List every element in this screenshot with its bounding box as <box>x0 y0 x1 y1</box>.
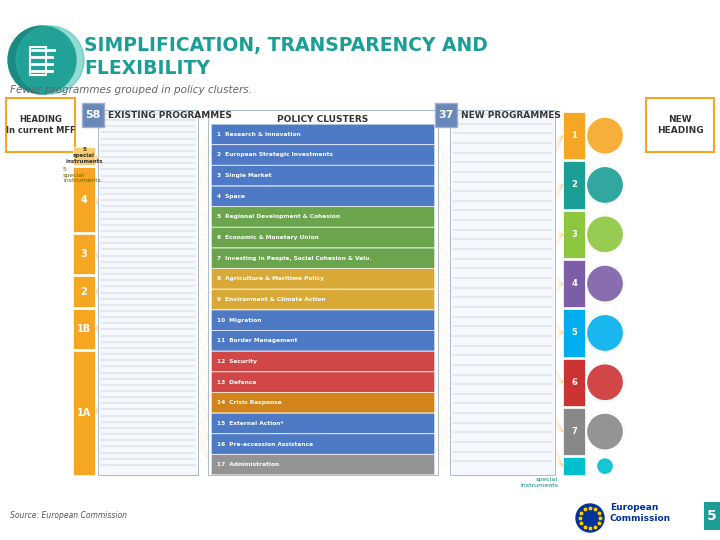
FancyBboxPatch shape <box>6 98 75 152</box>
FancyBboxPatch shape <box>73 276 95 307</box>
FancyBboxPatch shape <box>212 393 434 413</box>
FancyBboxPatch shape <box>212 207 434 227</box>
FancyBboxPatch shape <box>212 166 434 186</box>
Text: FLEXIBILITY: FLEXIBILITY <box>84 58 210 78</box>
FancyBboxPatch shape <box>208 110 438 475</box>
FancyBboxPatch shape <box>563 309 585 356</box>
FancyBboxPatch shape <box>563 408 585 455</box>
Text: Fewer programmes grouped in policy clusters.: Fewer programmes grouped in policy clust… <box>10 85 252 95</box>
Text: 5  Regional Development & Cohesion: 5 Regional Development & Cohesion <box>217 214 340 219</box>
Text: 16  Pre-accession Assistance: 16 Pre-accession Assistance <box>217 442 313 447</box>
Text: 3: 3 <box>81 249 87 259</box>
Text: 37: 37 <box>438 110 454 120</box>
Text: 2  European Strategic Investments: 2 European Strategic Investments <box>217 152 333 158</box>
Text: NEW
HEADING: NEW HEADING <box>657 116 703 134</box>
FancyBboxPatch shape <box>73 309 95 349</box>
Circle shape <box>576 504 604 532</box>
FancyBboxPatch shape <box>563 112 585 159</box>
Text: European
Commission: European Commission <box>610 503 671 523</box>
Circle shape <box>16 26 84 94</box>
FancyBboxPatch shape <box>212 330 434 351</box>
Text: 10  Migration: 10 Migration <box>217 318 261 322</box>
FancyBboxPatch shape <box>212 227 434 248</box>
Text: 12  Security: 12 Security <box>217 359 257 364</box>
Text: 14  Crisis Response: 14 Crisis Response <box>217 400 282 405</box>
Text: 5
special
instruments: 5 special instruments <box>66 147 103 164</box>
FancyBboxPatch shape <box>212 124 434 144</box>
FancyBboxPatch shape <box>212 145 434 165</box>
Text: 15  External Action*: 15 External Action* <box>217 421 284 426</box>
Text: 4: 4 <box>81 194 87 205</box>
Text: 6: 6 <box>571 378 577 387</box>
FancyBboxPatch shape <box>212 434 434 454</box>
Text: 1  Research & Innovation: 1 Research & Innovation <box>217 132 301 137</box>
FancyBboxPatch shape <box>82 103 104 127</box>
Text: 17  Administration: 17 Administration <box>217 462 279 467</box>
FancyBboxPatch shape <box>73 147 95 165</box>
FancyBboxPatch shape <box>563 457 585 475</box>
Text: 9  Environment & Climate Action: 9 Environment & Climate Action <box>217 297 325 302</box>
FancyBboxPatch shape <box>563 161 585 208</box>
Text: 11  Border Management: 11 Border Management <box>217 338 297 343</box>
FancyBboxPatch shape <box>212 413 434 434</box>
Text: 7  Investing in People, Social Cohesion & Valu.: 7 Investing in People, Social Cohesion &… <box>217 256 372 261</box>
Text: 1: 1 <box>571 131 577 140</box>
Text: HEADING
In current MFF: HEADING In current MFF <box>6 116 76 134</box>
FancyBboxPatch shape <box>73 167 95 232</box>
Text: Source: European Commission: Source: European Commission <box>10 511 127 520</box>
FancyBboxPatch shape <box>450 110 555 475</box>
Circle shape <box>8 26 76 94</box>
FancyBboxPatch shape <box>704 502 720 530</box>
Text: 1A: 1A <box>77 408 91 418</box>
Text: 2: 2 <box>81 287 87 296</box>
FancyBboxPatch shape <box>212 352 434 372</box>
FancyBboxPatch shape <box>212 289 434 309</box>
FancyBboxPatch shape <box>98 110 198 475</box>
FancyBboxPatch shape <box>646 98 714 152</box>
Text: 2: 2 <box>571 180 577 190</box>
Circle shape <box>586 117 624 154</box>
FancyBboxPatch shape <box>563 211 585 258</box>
Text: 5: 5 <box>707 509 717 523</box>
FancyBboxPatch shape <box>212 186 434 206</box>
Text: 58: 58 <box>85 110 101 120</box>
FancyBboxPatch shape <box>212 269 434 289</box>
Text: 1B: 1B <box>77 324 91 334</box>
Circle shape <box>586 166 624 204</box>
Text: 8  Agriculture & Maritime Policy: 8 Agriculture & Maritime Policy <box>217 276 324 281</box>
FancyBboxPatch shape <box>212 455 434 475</box>
Circle shape <box>586 314 624 352</box>
Text: 6  Economic & Monetary Union: 6 Economic & Monetary Union <box>217 235 319 240</box>
Text: EXISTING PROGRAMMES: EXISTING PROGRAMMES <box>108 111 232 119</box>
FancyBboxPatch shape <box>212 248 434 268</box>
Text: 4: 4 <box>571 279 577 288</box>
Text: POLICY CLUSTERS: POLICY CLUSTERS <box>277 115 369 124</box>
Text: 7: 7 <box>571 427 577 436</box>
Circle shape <box>586 215 624 253</box>
Text: special
instruments: special instruments <box>520 477 558 488</box>
FancyBboxPatch shape <box>73 234 95 274</box>
FancyBboxPatch shape <box>212 310 434 330</box>
Text: 5: 5 <box>571 328 577 338</box>
Text: NEW PROGRAMMES: NEW PROGRAMMES <box>461 111 561 119</box>
Circle shape <box>586 265 624 302</box>
Text: 3  Single Market: 3 Single Market <box>217 173 271 178</box>
FancyBboxPatch shape <box>435 103 457 127</box>
FancyBboxPatch shape <box>73 351 95 475</box>
FancyBboxPatch shape <box>563 260 585 307</box>
FancyBboxPatch shape <box>212 372 434 392</box>
Text: SIMPLIFICATION, TRANSPARENCY AND: SIMPLIFICATION, TRANSPARENCY AND <box>84 37 488 56</box>
Text: 5
special
instruments: 5 special instruments <box>63 167 101 184</box>
Circle shape <box>586 413 624 450</box>
Circle shape <box>598 459 612 473</box>
Text: 4  Space: 4 Space <box>217 194 245 199</box>
Text: 3: 3 <box>571 230 577 239</box>
FancyBboxPatch shape <box>563 359 585 406</box>
Circle shape <box>586 363 624 401</box>
Text: 13  Defence: 13 Defence <box>217 380 256 384</box>
